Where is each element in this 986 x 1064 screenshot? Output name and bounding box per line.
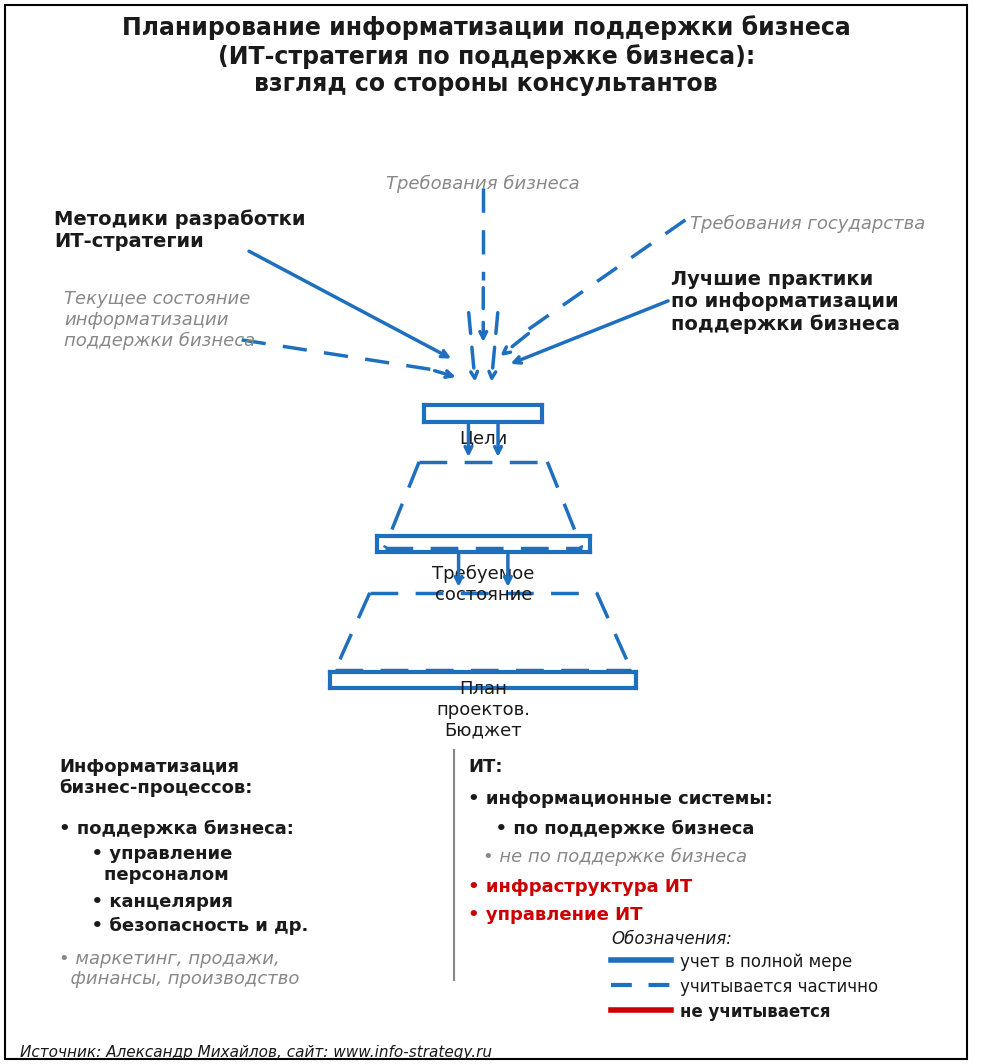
- Text: • маркетинг, продажи,
  финансы, производство: • маркетинг, продажи, финансы, производс…: [59, 950, 300, 988]
- Text: учитывается частично: учитывается частично: [680, 978, 879, 996]
- Text: не учитывается: не учитывается: [680, 1002, 831, 1020]
- Text: • канцелярия: • канцелярия: [79, 893, 233, 911]
- Text: Требования бизнеса: Требования бизнеса: [387, 174, 580, 194]
- Text: Лучшие практики
по информатизации
поддержки бизнеса: Лучшие практики по информатизации поддер…: [670, 270, 899, 334]
- Text: • не по поддержке бизнеса: • не по поддержке бизнеса: [483, 848, 747, 866]
- Text: • инфраструктура ИТ: • инфраструктура ИТ: [468, 878, 693, 896]
- Text: ИТ:: ИТ:: [468, 758, 503, 776]
- Text: Методики разработки
ИТ-стратегии: Методики разработки ИТ-стратегии: [54, 210, 306, 251]
- Text: • по поддержке бизнеса: • по поддержке бизнеса: [483, 819, 754, 837]
- Text: Планирование информатизации поддержки бизнеса
(ИТ-стратегия по поддержке бизнеса: Планирование информатизации поддержки би…: [122, 15, 851, 97]
- Text: • информационные системы:: • информационные системы:: [468, 789, 773, 808]
- Text: • поддержка бизнеса:: • поддержка бизнеса:: [59, 819, 294, 837]
- Text: учет в полной мере: учет в полной мере: [680, 952, 853, 970]
- Text: Требуемое
состояние: Требуемое состояние: [432, 565, 534, 604]
- Text: Требования государства: Требования государства: [690, 215, 926, 233]
- Text: Информатизация
бизнес-процессов:: Информатизация бизнес-процессов:: [59, 758, 252, 797]
- Text: Текущее состояние
информатизации
поддержки бизнеса: Текущее состояние информатизации поддерж…: [64, 289, 255, 350]
- Text: • безопасность и др.: • безопасность и др.: [79, 917, 309, 935]
- Text: Источник: Александр Михайлов, сайт: www.info-strategy.ru: Источник: Александр Михайлов, сайт: www.…: [20, 1045, 492, 1060]
- Text: • управление
    персоналом: • управление персоналом: [79, 845, 233, 883]
- Text: • управление ИТ: • управление ИТ: [468, 905, 643, 924]
- Text: Обозначения:: Обозначения:: [611, 930, 733, 948]
- Text: План
проектов.
Бюджет: План проектов. Бюджет: [436, 680, 530, 739]
- Text: Цели: Цели: [459, 430, 508, 448]
